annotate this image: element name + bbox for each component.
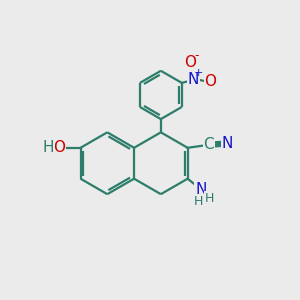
Text: +: + (194, 68, 203, 78)
Text: -: - (194, 49, 199, 62)
Text: H: H (194, 195, 203, 208)
Text: N: N (221, 136, 233, 151)
Text: O: O (205, 74, 217, 89)
Text: O: O (53, 140, 65, 155)
Text: H: H (205, 192, 214, 205)
Text: N: N (195, 182, 207, 197)
Text: H: H (42, 140, 54, 155)
Text: N: N (188, 72, 199, 87)
Text: O: O (184, 55, 196, 70)
Text: C: C (203, 137, 214, 152)
